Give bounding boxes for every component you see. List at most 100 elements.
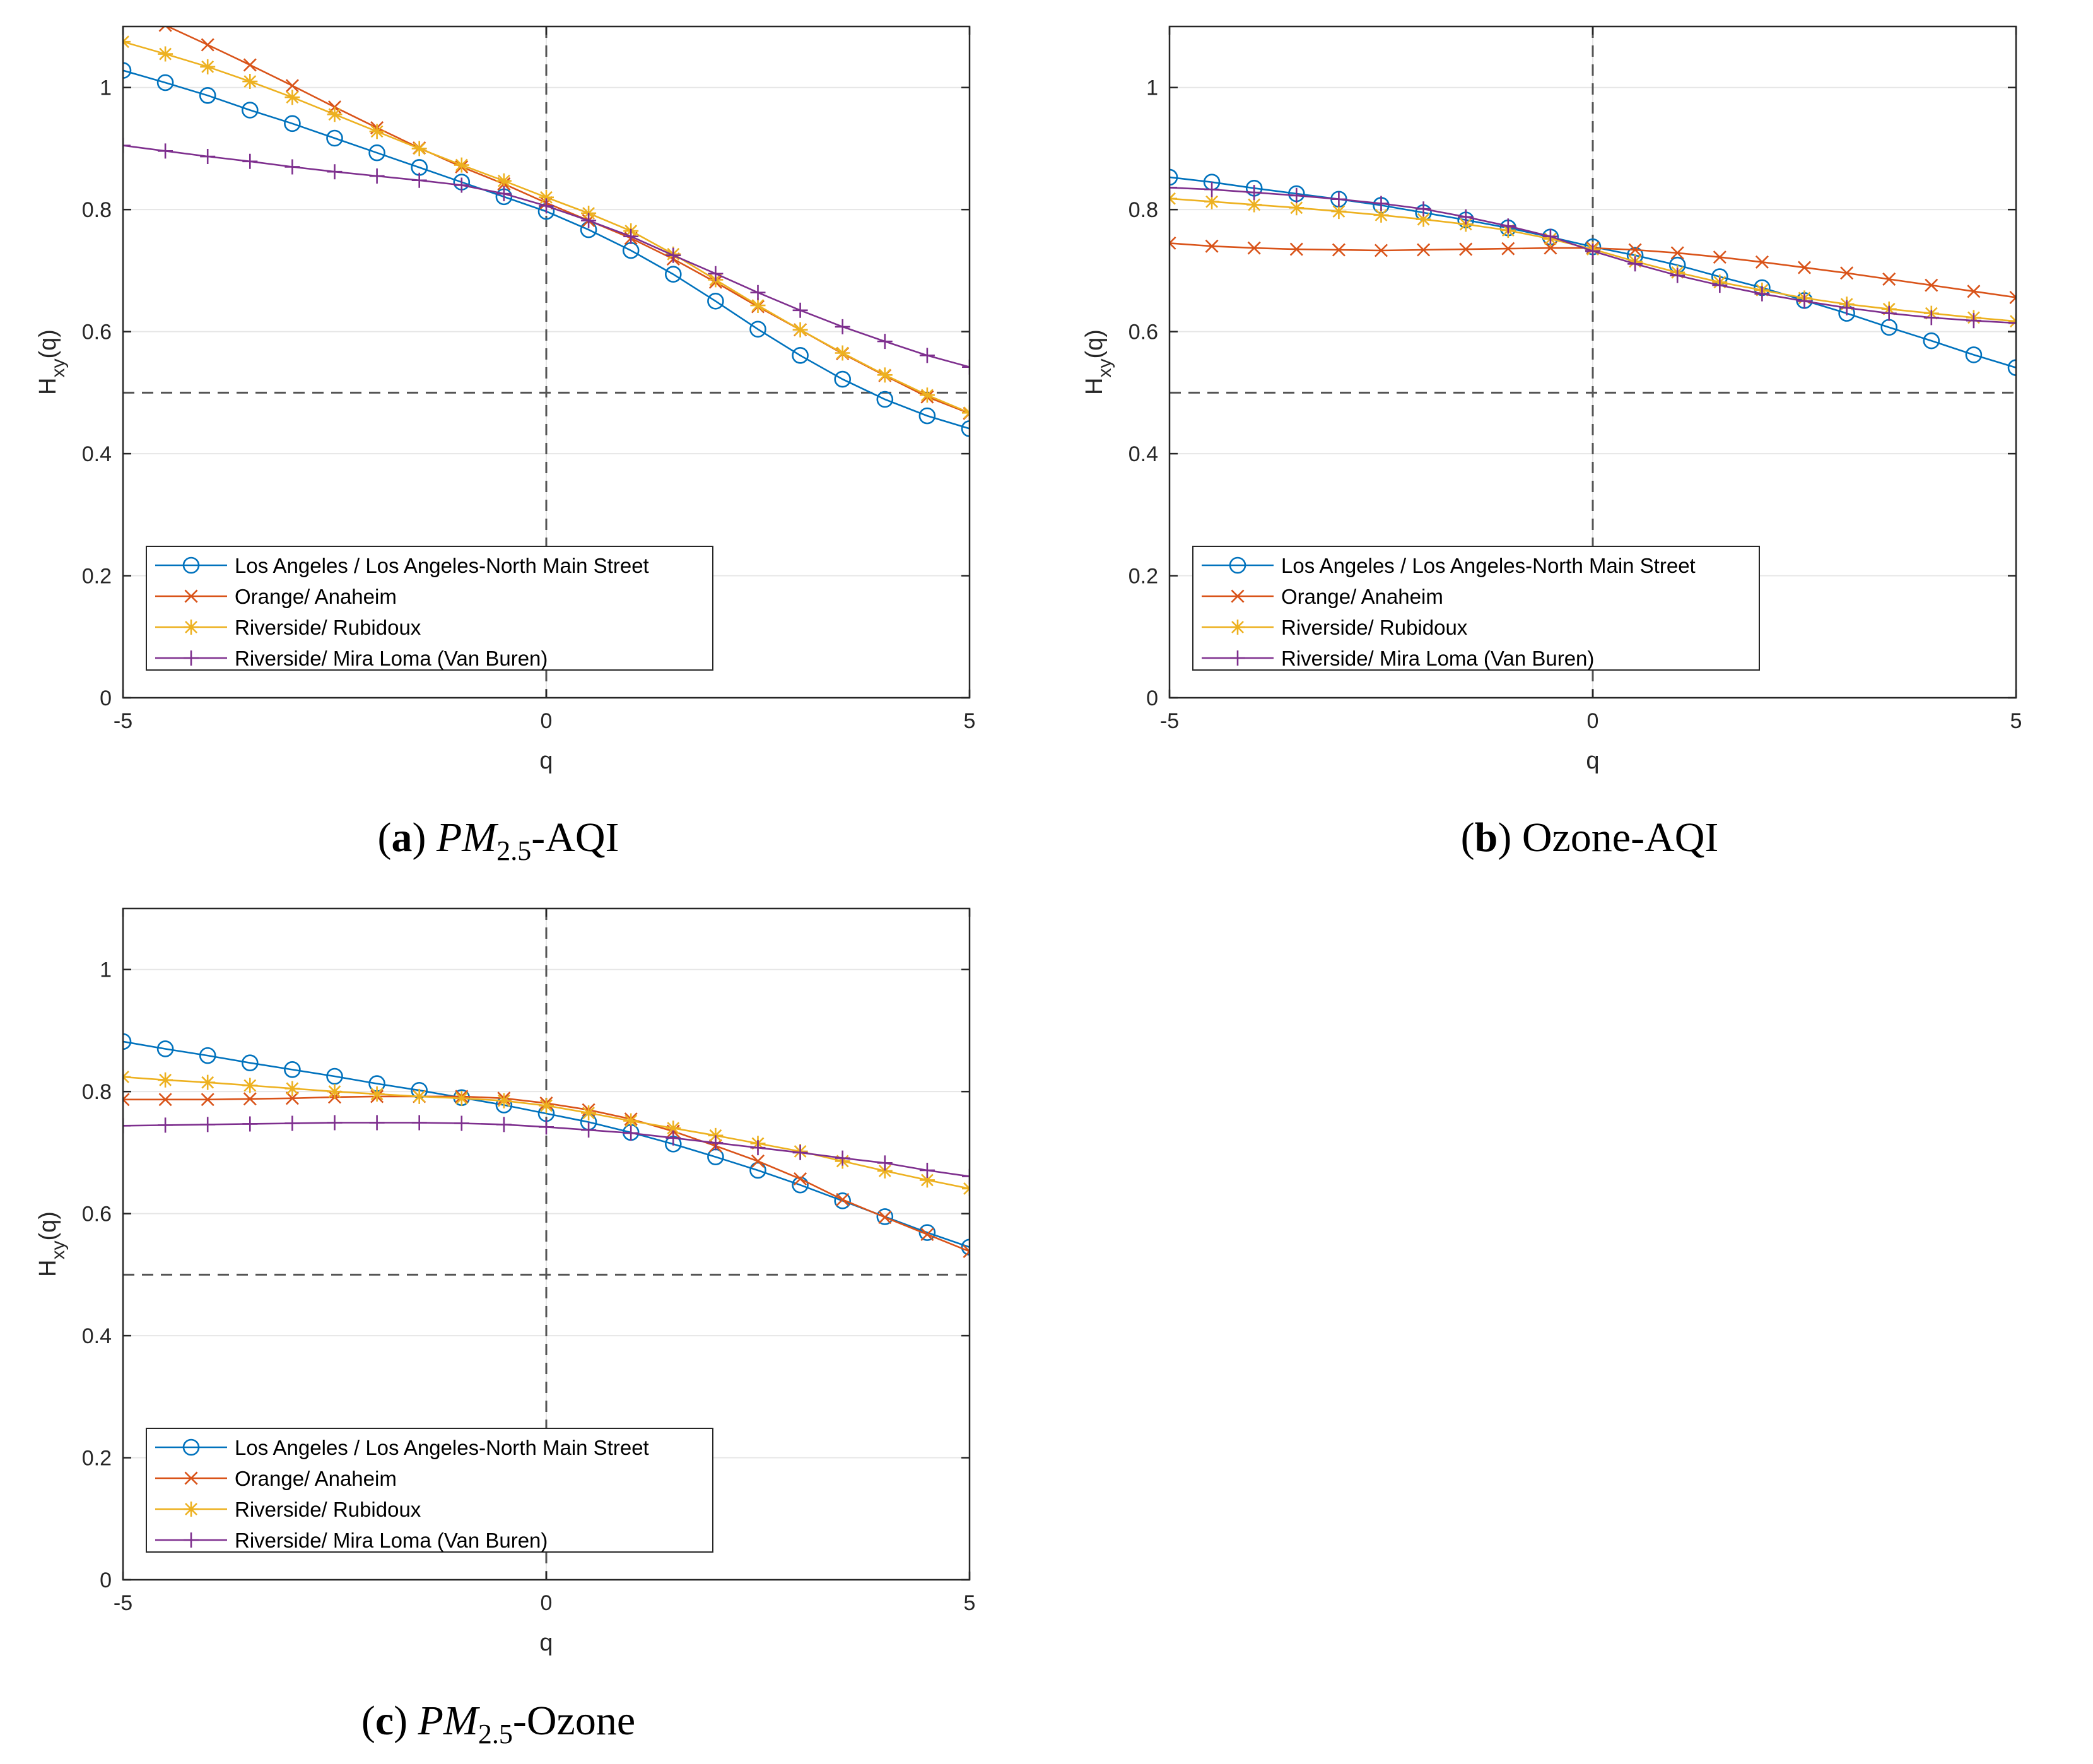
marker-star [877,1163,893,1179]
marker-circle [156,1040,174,1057]
marker-circle [749,320,766,338]
marker-star [369,124,385,139]
legend-label: Orange/ Anaheim [1281,585,1443,608]
y-tick-label: 0 [100,1568,112,1592]
marker-plus [1542,228,1558,244]
legend-label: Riverside/ Mira Loma (Van Buren) [235,1529,548,1552]
y-axis-label-suffix: (q) [35,1211,61,1240]
marker-cross [1840,266,1854,280]
marker-plus [1923,310,1939,326]
marker-circle [918,1224,936,1241]
marker-cross [158,1093,172,1107]
marker-cross [1332,243,1346,257]
series-rubidoux [123,1069,970,1196]
marker-star [1230,620,1245,635]
marker-circle [123,62,132,79]
marker-circle [182,1438,200,1456]
y-tick-label: 0.4 [82,1324,112,1348]
marker-star [539,1098,554,1114]
legend-label: Riverside/ Mira Loma (Van Buren) [235,647,548,670]
legend-label: Los Angeles / Los Angeles-North Main Str… [235,1436,649,1459]
legend-item-rubidoux: Riverside/ Rubidoux [155,1498,421,1521]
marker-star [1246,197,1262,213]
marker-star [623,1113,639,1129]
legend-box [146,1428,713,1553]
marker-plus [1289,187,1304,203]
legend-label: Riverside/ Mira Loma (Van Buren) [1281,647,1594,670]
marker-plus [665,1130,681,1146]
marker-cross [243,58,257,72]
marker-plus [919,348,935,363]
marker-star [1204,194,1220,209]
marker-cross [1713,250,1727,264]
y-tick-label: 0.8 [82,1080,112,1104]
legend-label: Orange/ Anaheim [235,1467,397,1490]
marker-plus [1670,268,1686,283]
marker-star [919,1172,935,1188]
marker-plus [1966,313,1981,329]
legend-label: Riverside/ Rubidoux [235,1498,421,1521]
marker-cross [1967,285,1981,298]
marker-star [496,173,512,189]
marker-star [539,189,554,205]
chart-panel-pm25-ozone: 0 0.2 0.4 0.6 0.8 1 -5 0 5 q Hxy(q) Los Angeles / L… [0,882,1046,1764]
marker-star [835,345,850,361]
legend-label: Los Angeles / Los Angeles-North Main Str… [235,554,649,577]
marker-star [1331,204,1347,220]
marker-circle [961,1238,970,1256]
marker-plus [1331,191,1347,207]
y-tick-label: 0.2 [82,565,112,589]
y-tick-label: 0.8 [1129,198,1158,222]
marker-cross [1374,244,1388,257]
marker-plus [539,198,554,214]
marker-plus [184,650,199,666]
marker-circle [199,87,216,104]
series-group [117,0,970,437]
marker-circle [2007,359,2016,377]
marker-plus [919,1162,935,1178]
marker-plus [411,172,427,188]
marker-cross [1289,242,1303,256]
marker-star [284,90,300,105]
marker-plus [623,1125,639,1141]
x-axis-label: q [539,748,553,774]
marker-plus [327,164,343,180]
legend: Los Angeles / Los Angeles-North Main Str… [146,546,713,671]
x-tick-label: 5 [2010,709,2022,733]
marker-circle [284,115,301,132]
y-tick-label: 0.8 [82,198,112,222]
marker-cross [1459,242,1473,256]
marker-plus [1500,218,1516,234]
marker-circle [156,74,174,91]
marker-star [454,157,469,173]
y-tick-label: 0.6 [82,320,112,344]
marker-cross [158,26,172,32]
y-tick-label: 0.2 [82,1447,112,1471]
y-tick-label: 0.4 [1129,442,1158,466]
marker-cross [2009,290,2016,304]
marker-circle [876,391,894,408]
marker-plus [369,168,385,184]
marker-cross [201,38,214,52]
marker-plus [184,1532,199,1548]
marker-cross [117,0,129,12]
marker-cross [1501,242,1515,256]
x-tick-label: 0 [541,1591,553,1615]
marker-star [665,1120,681,1136]
marker-cross [878,1210,892,1224]
marker-cross [201,1093,214,1107]
marker-cross [1231,589,1245,603]
marker-plus [962,1168,970,1184]
legend-label: Riverside/ Rubidoux [235,616,421,639]
chart-panel-pm25-aqi: 0 0.2 0.4 0.6 0.8 1 -5 0 5 q Hxy(q) Los Angeles / L… [0,0,1046,882]
series-mira_loma [123,138,970,375]
marker-cross [1628,243,1642,257]
marker-star [792,322,808,338]
marker-plus [750,285,766,300]
y-tick-label: 0.4 [82,442,112,466]
marker-plus [1170,180,1177,196]
y-axis-label-subscript: xy [48,1241,69,1260]
x-axis-label: q [539,1630,553,1656]
marker-plus [242,153,258,169]
